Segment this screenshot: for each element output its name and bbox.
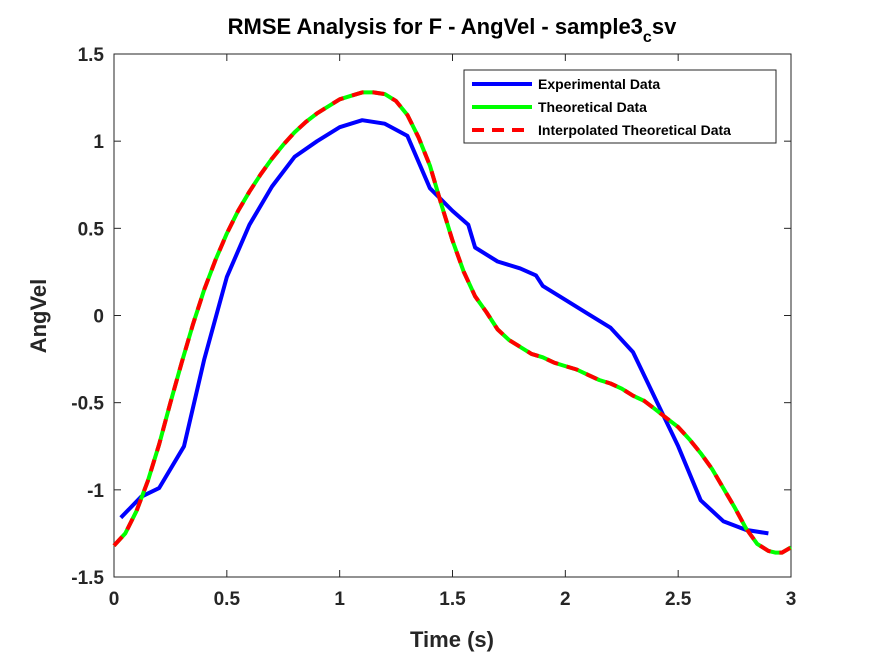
x-tick-label: 0.5 [214, 589, 241, 610]
y-tick-label: -1 [87, 481, 104, 502]
title-tail: sv [652, 14, 677, 39]
legend-label-theoretical: Theoretical Data [538, 99, 647, 115]
x-tick-labels: 0 0.5 1 1.5 2 2.5 3 [109, 589, 797, 610]
x-tick-label: 0 [109, 589, 120, 610]
interpolated-theoretical-data-line [112, 90, 793, 555]
y-tick-label: -0.5 [71, 394, 104, 415]
y-tick-label: 0.5 [78, 219, 105, 240]
y-tick-label: 0 [93, 307, 104, 328]
axis-ticks [113, 53, 792, 578]
y-tick-labels: -1.5 -1 -0.5 0 0.5 1 1.5 [71, 45, 104, 589]
series-layer [112, 90, 793, 555]
x-axis-label: Time (s) [410, 627, 494, 652]
x-tick-label: 2.5 [665, 589, 692, 610]
x-tick-label: 1 [334, 589, 345, 610]
y-tick-label: -1.5 [71, 568, 104, 589]
x-tick-label: 1.5 [439, 589, 466, 610]
x-tick-label: 3 [786, 589, 797, 610]
legend-label-experimental: Experimental Data [538, 76, 660, 92]
chart-title: RMSE Analysis for F - AngVel - sample3cs… [228, 14, 677, 46]
title-subscript: c [643, 29, 652, 46]
legend: Experimental Data Theoretical Data Inter… [463, 69, 777, 144]
title-main: RMSE Analysis for F - AngVel - sample3 [228, 14, 643, 39]
y-axis-label: AngVel [26, 279, 51, 354]
experimental-data-line [119, 118, 769, 536]
y-tick-label: 1.5 [78, 45, 105, 66]
x-tick-label: 2 [560, 589, 571, 610]
legend-label-interpolated: Interpolated Theoretical Data [538, 122, 731, 138]
y-tick-label: 1 [93, 132, 104, 153]
